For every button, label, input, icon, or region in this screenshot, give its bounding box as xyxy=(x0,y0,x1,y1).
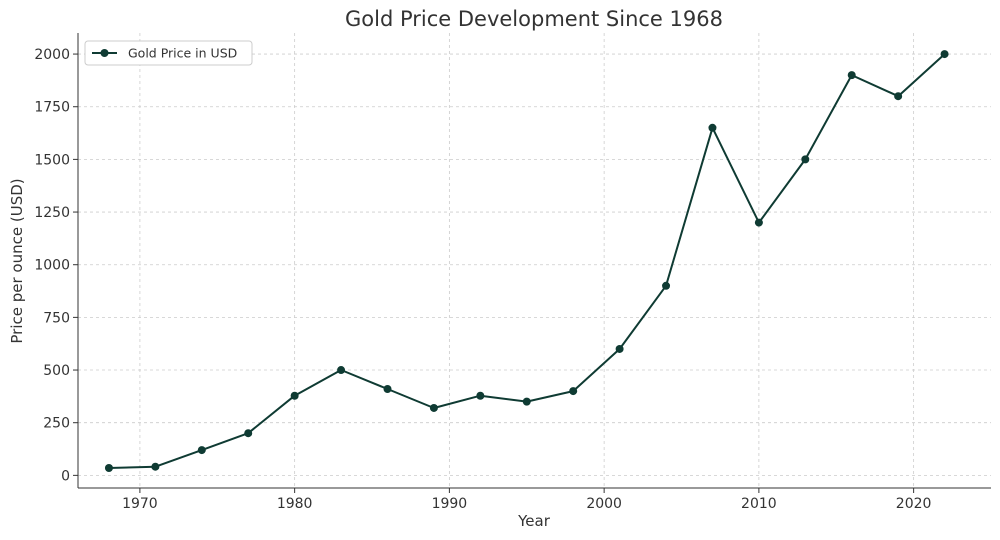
data-point xyxy=(662,281,671,290)
y-tick-label: 750 xyxy=(43,310,70,326)
data-point xyxy=(290,391,299,400)
legend-label: Gold Price in USD xyxy=(128,46,237,61)
legend: Gold Price in USD xyxy=(84,40,253,66)
y-tick-label: 0 xyxy=(61,468,70,484)
data-point xyxy=(197,446,206,455)
y-tick-label: 1500 xyxy=(34,152,70,168)
data-point xyxy=(940,50,949,59)
y-axis-label: Price per ounce (USD) xyxy=(8,178,26,343)
data-point xyxy=(522,397,531,406)
x-tick-label: 1970 xyxy=(122,496,158,512)
y-axis-ticks: 0 250 500 750 1000 1250 1500 1750 2000 xyxy=(34,47,78,484)
chart-title: Gold Price Development Since 1968 xyxy=(345,7,723,31)
y-tick-label: 500 xyxy=(43,363,70,379)
data-point xyxy=(104,463,113,472)
series-line xyxy=(108,53,946,469)
y-tick-label: 1750 xyxy=(34,100,70,116)
axes xyxy=(77,33,991,489)
data-point xyxy=(894,92,903,101)
x-axis-label: Year xyxy=(517,512,551,530)
x-tick-label: 2000 xyxy=(586,496,622,512)
y-tick-label: 1000 xyxy=(34,258,70,274)
y-tick-label: 250 xyxy=(43,416,70,432)
x-tick-label: 1980 xyxy=(277,496,313,512)
data-point xyxy=(337,366,346,375)
legend-marker xyxy=(100,49,109,57)
data-point xyxy=(847,71,856,80)
data-point xyxy=(429,403,438,412)
grid xyxy=(78,33,991,488)
series-layer xyxy=(104,50,949,472)
x-tick-label: 2010 xyxy=(741,496,777,512)
data-point xyxy=(244,429,253,438)
data-point xyxy=(383,384,392,393)
legend-box xyxy=(84,40,253,66)
x-tick-label: 2020 xyxy=(896,496,932,512)
data-point xyxy=(615,344,624,353)
data-point xyxy=(151,462,160,471)
data-point xyxy=(708,123,717,132)
data-point xyxy=(569,387,578,396)
x-tick-label: 1990 xyxy=(432,496,468,512)
data-point xyxy=(801,155,810,164)
y-tick-label: 2000 xyxy=(34,47,70,63)
x-axis-ticks: 1970 1980 1990 2000 2010 2020 xyxy=(122,488,931,512)
data-point xyxy=(754,218,763,227)
y-tick-label: 1250 xyxy=(34,205,70,221)
data-point xyxy=(476,391,485,400)
